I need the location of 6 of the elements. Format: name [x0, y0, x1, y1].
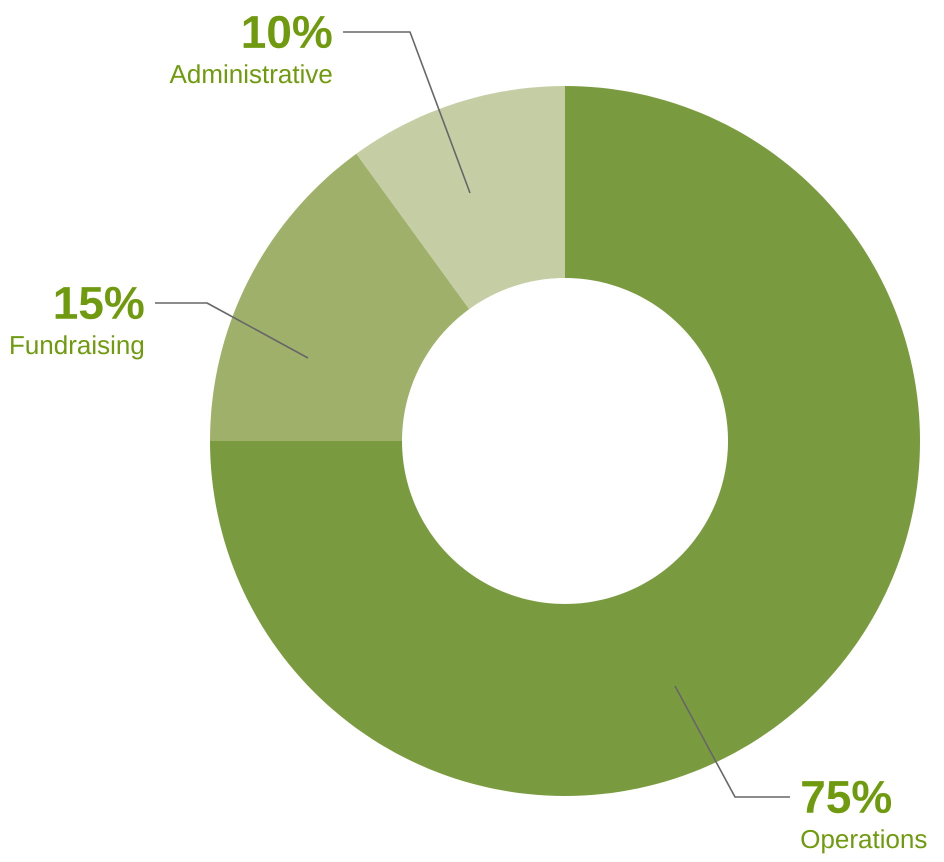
slice-label: Fundraising — [11, 335, 144, 360]
data-label: 75% — [802, 780, 892, 814]
data-label: 15% — [56, 286, 144, 320]
data-label: 10% — [244, 16, 332, 48]
slice-label: Administrative — [170, 64, 332, 84]
slice-label: Operations — [801, 829, 926, 854]
